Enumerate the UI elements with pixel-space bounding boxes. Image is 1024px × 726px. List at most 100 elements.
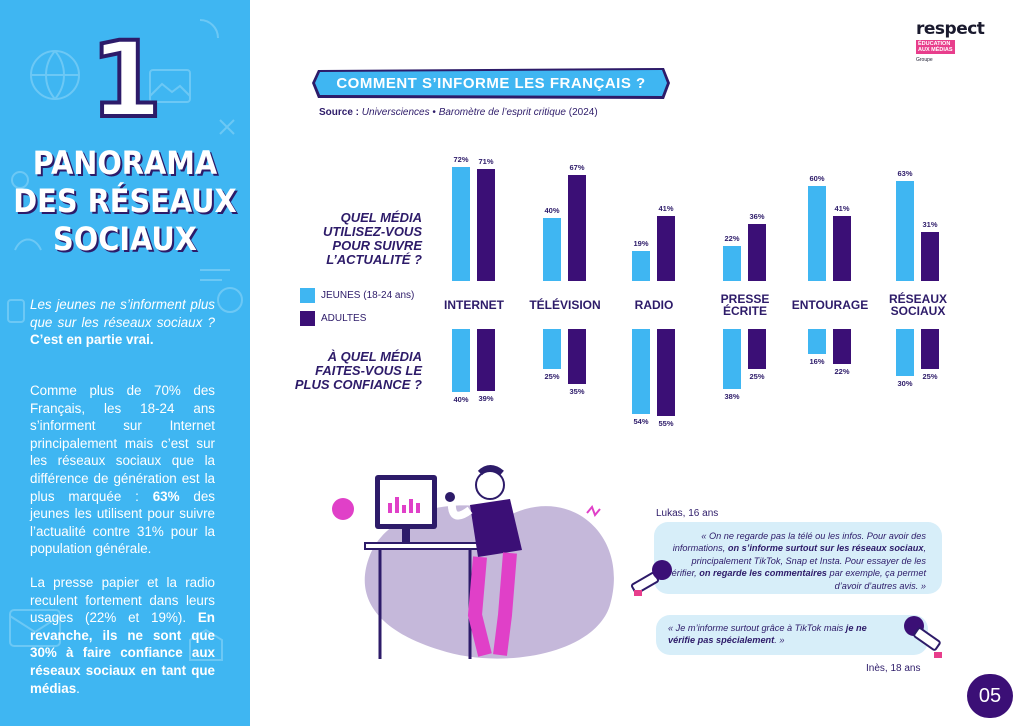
legend-young-label: JEUNES xyxy=(321,290,361,301)
trust-text-end: . xyxy=(76,680,80,696)
trust-bar xyxy=(477,329,495,391)
logo-tag: ÉDUCATION AUX MÉDIAS xyxy=(916,40,955,54)
quote-text: « Je m’informe surtout grâce à TikTok ma… xyxy=(668,623,844,633)
banner-shape xyxy=(312,68,670,99)
stats-paragraph: Comme plus de 70% des Français, les 18-2… xyxy=(30,382,215,558)
trust-value-label: 22% xyxy=(834,366,850,376)
logo-tag-line: ÉDUCATION xyxy=(918,41,951,47)
trust-bar xyxy=(723,329,741,390)
usage-value-label: 19% xyxy=(633,238,649,248)
quote-bubble-ines xyxy=(656,615,928,655)
quote-lukas: « On ne regarde pas la télé ou les infos… xyxy=(664,530,926,592)
usage-value-label: 67% xyxy=(569,163,585,173)
quote-text: par exemple, ça permet d’avoir d’autres … xyxy=(829,568,926,591)
legend-adults-label: ADULTES xyxy=(321,313,367,324)
trust-value-label: 25% xyxy=(544,371,560,381)
chapter-title-line: SOCIAUX xyxy=(53,220,197,258)
chapter-number: 1 xyxy=(88,19,164,141)
respect-logo: respect ÉDUCATION AUX MÉDIAS Groupe xyxy=(916,20,1006,63)
logo-group: Groupe xyxy=(916,57,933,63)
trust-value-label: 40% xyxy=(453,395,469,405)
usage-value-label: 72% xyxy=(453,155,469,165)
trust-bar xyxy=(833,329,851,364)
trust-value-label: 39% xyxy=(478,393,494,403)
usage-bar xyxy=(632,250,650,281)
microphone-icon xyxy=(630,560,672,596)
intro-question: Les jeunes ne s’informent plus que sur l… xyxy=(30,297,215,330)
trust-bar xyxy=(896,329,914,377)
trust-bar xyxy=(632,329,650,415)
usage-bar xyxy=(748,224,766,281)
quote-text: . » xyxy=(774,635,785,646)
quote-author-lukas: Lukas, 16 ans xyxy=(656,508,719,519)
usage-bar xyxy=(808,186,826,281)
quote-author-ines: Inès, 18 ans xyxy=(866,663,921,674)
microphone-icon xyxy=(904,616,942,658)
legend-adults-swatch xyxy=(300,311,315,326)
usage-value-label: 22% xyxy=(724,234,740,244)
usage-bar xyxy=(657,216,675,281)
page-number: 05 xyxy=(967,674,1013,718)
quote-bubble-lukas xyxy=(654,522,942,594)
quote-text: « On ne regarde pas la télé ou les infos… xyxy=(672,531,926,554)
trust-value-label: 38% xyxy=(724,392,740,402)
trust-value-label: 30% xyxy=(897,379,913,389)
category-label: INTERNET xyxy=(444,298,504,312)
quote-highlight: on s’informe surtout sur les réseaux soc… xyxy=(727,543,924,554)
usage-value-label: 71% xyxy=(478,156,494,166)
trust-value-label: 55% xyxy=(658,418,674,428)
trust-highlight: En revanche, ils ne sont que 30% à faire… xyxy=(30,610,215,696)
usage-bar xyxy=(723,246,741,281)
source-label: Source : xyxy=(319,107,360,118)
legend-adults: ADULTES xyxy=(300,311,366,326)
trust-value-label: 54% xyxy=(633,417,649,427)
source-org: Universciences xyxy=(361,107,430,118)
question-usage: QUEL MÉDIA UTILISEZ-VOUS POUR SUIVRE L’A… xyxy=(323,210,422,267)
usage-bar xyxy=(921,232,939,281)
intro-paragraph: Les jeunes ne s’informent plus que sur l… xyxy=(30,296,215,349)
person-at-computer-illustration xyxy=(332,465,614,659)
trust-bar xyxy=(568,329,586,385)
chapter-title-line: DES RÉSEAUX xyxy=(13,182,237,220)
usage-value-label: 40% xyxy=(544,205,560,215)
source-bullet: • xyxy=(432,107,436,118)
trust-text: La presse papier et la radio reculent fo… xyxy=(30,575,215,626)
usage-value-label: 36% xyxy=(749,212,765,222)
legend-young-range: (18-24 ans) xyxy=(363,290,415,301)
stats-highlight: 63% xyxy=(152,488,180,504)
banner-title: COMMENT S’INFORME LES FRANÇAIS ? xyxy=(336,75,646,92)
trust-bar xyxy=(748,329,766,369)
quote-text: , principalement TikTok, Snap et Insta. … xyxy=(667,543,926,579)
stats-text-end: des jeunes les utilisent pour suivre l’a… xyxy=(30,488,215,557)
quote-ines: « Je m’informe surtout grâce à TikTok ma… xyxy=(668,622,878,647)
intro-answer: C’est en partie vrai. xyxy=(30,332,154,348)
usage-bar xyxy=(477,168,495,281)
usage-value-label: 41% xyxy=(658,204,674,214)
trust-bar xyxy=(921,329,939,369)
usage-value-label: 31% xyxy=(922,220,938,230)
trust-value-label: 25% xyxy=(922,371,938,381)
question-trust: À QUEL MÉDIA FAITES-VOUS LE PLUS CONFIAN… xyxy=(294,349,422,392)
usage-bar xyxy=(833,216,851,281)
trust-value-label: 16% xyxy=(809,357,825,367)
quote-highlight: on regarde les commentaires xyxy=(699,568,827,579)
usage-value-label: 63% xyxy=(897,169,913,179)
chapter-title-line: PANORAMA xyxy=(32,144,218,182)
left-panel: 1 PANORAMA DES RÉSEAUX SOCIAUX Les jeune… xyxy=(0,0,250,726)
section-banner: COMMENT S’INFORME LES FRANÇAIS ? xyxy=(310,67,672,100)
logo-tag-line: AUX MÉDIAS xyxy=(918,47,953,53)
stats-text: Comme plus de 70% des Français, les 18-2… xyxy=(30,383,215,504)
usage-bar xyxy=(452,167,470,281)
trust-bar xyxy=(452,329,470,393)
trust-bar xyxy=(808,329,826,355)
source-study: Baromètre de l’esprit critique xyxy=(438,107,566,118)
usage-value-label: 60% xyxy=(809,174,825,184)
category-label: RADIO xyxy=(634,298,674,312)
trust-bar xyxy=(657,329,675,416)
usage-value-label: 41% xyxy=(834,204,850,214)
logo-word: respect xyxy=(916,19,985,39)
background-doodles xyxy=(7,19,243,661)
chapter-title: PANORAMA DES RÉSEAUX SOCIAUX xyxy=(0,144,250,258)
usage-bar xyxy=(896,181,914,281)
source-year: (2024) xyxy=(568,107,598,118)
